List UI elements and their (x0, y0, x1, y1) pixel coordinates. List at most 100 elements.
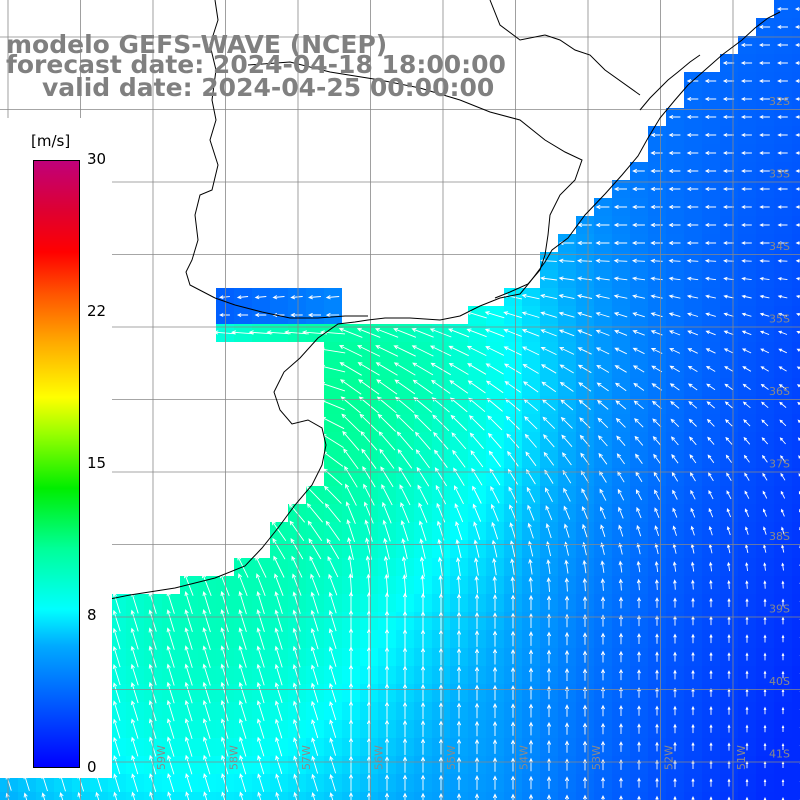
wind-arrow (528, 649, 534, 664)
wind-arrow (758, 43, 770, 47)
wind-arrow (780, 508, 785, 517)
wind-arrow (528, 685, 534, 700)
wind-arrow (582, 740, 588, 753)
wind-arrow (709, 669, 713, 679)
wind-arrow (688, 436, 697, 446)
wind-arrow (411, 328, 434, 338)
wind-arrow (619, 795, 623, 800)
field-cell (792, 540, 800, 558)
wind-arrow (582, 523, 588, 538)
wind-arrow (414, 431, 431, 450)
wind-arrow (167, 754, 175, 775)
wind-arrow (522, 381, 539, 393)
wind-arrow (722, 205, 734, 209)
wind-arrow (600, 596, 606, 609)
wind-arrow (528, 667, 534, 682)
wind-arrow (777, 259, 788, 263)
wind-arrow (528, 739, 534, 754)
wind-arrow (363, 501, 374, 524)
wind-arrow (293, 737, 301, 757)
wind-arrow (708, 507, 714, 518)
wind-arrow (614, 347, 627, 355)
wind-arrow (709, 742, 713, 751)
wind-arrow (449, 397, 468, 413)
wind-arrow (402, 701, 408, 720)
wind-arrow (492, 739, 498, 754)
wind-arrow (490, 485, 500, 504)
wind-arrow (724, 383, 734, 391)
wind-arrow (781, 526, 785, 535)
wind-arrow (527, 504, 535, 521)
wind-arrow (744, 526, 749, 535)
wind-arrow (524, 416, 538, 430)
wind-arrow (452, 449, 466, 468)
wind-arrow (255, 555, 267, 578)
wind-arrow (670, 436, 679, 446)
wind-arrow (599, 506, 606, 519)
wind-arrow (618, 632, 624, 645)
lon-label: 59W (155, 745, 168, 770)
wind-arrow (781, 778, 785, 786)
wind-arrow (672, 507, 678, 518)
wind-arrow (474, 593, 480, 612)
wind-arrow (256, 718, 265, 739)
wind-arrow (709, 760, 713, 769)
wind-arrow (510, 594, 516, 611)
wind-arrow (778, 366, 787, 372)
wind-arrow (113, 718, 121, 739)
wind-arrow (563, 523, 570, 538)
wind-arrow (759, 205, 770, 209)
wind-arrow (202, 608, 211, 633)
wind-arrow (320, 416, 345, 430)
wind-arrow (601, 794, 605, 800)
wind-arrow (727, 597, 731, 607)
wind-arrow (690, 525, 695, 536)
field-cell (684, 792, 702, 800)
wind-arrow (429, 345, 452, 357)
wind-arrow (704, 186, 717, 192)
wind-arrow (166, 736, 175, 757)
wind-arrow (384, 573, 389, 596)
wind-arrow (691, 579, 695, 590)
wind-arrow (166, 718, 175, 739)
wind-arrow (654, 560, 659, 573)
field-cell (792, 432, 800, 450)
lat-label: 41S (769, 748, 790, 761)
wind-arrow (722, 169, 734, 173)
wind-arrow (745, 580, 749, 589)
wind-arrow (795, 241, 800, 245)
wind-arrow (438, 574, 443, 595)
wind-arrow (795, 277, 800, 281)
wind-arrow (727, 742, 731, 751)
wind-arrow (528, 703, 534, 718)
wind-arrow (185, 754, 193, 775)
wind-arrow (320, 382, 346, 392)
wind-arrow (130, 663, 139, 686)
wind-arrow (577, 311, 593, 318)
wind-arrow (619, 741, 623, 752)
field-cell (792, 594, 800, 612)
wind-arrow (637, 614, 641, 627)
wind-arrow (525, 451, 537, 467)
wind-arrow (363, 483, 375, 506)
wind-arrow (615, 417, 626, 428)
wind-arrow (420, 792, 426, 800)
wind-arrow (306, 502, 323, 523)
wind-arrow (670, 400, 680, 409)
wind-arrow (384, 683, 390, 702)
wind-arrow (487, 432, 502, 449)
wind-arrow (632, 312, 645, 318)
wind-arrow (219, 295, 230, 300)
wind-arrow (402, 683, 408, 702)
wind-arrow (471, 467, 483, 486)
wind-arrow (668, 258, 681, 263)
wind-arrow (492, 666, 498, 683)
wind-arrow (616, 435, 626, 446)
wind-arrow (456, 611, 462, 630)
wind-arrow (384, 610, 390, 631)
wind-arrow (561, 452, 572, 466)
wind-arrow (655, 723, 659, 734)
wind-arrow (402, 665, 408, 684)
wind-arrow (777, 294, 788, 299)
wind-arrow (614, 382, 627, 392)
